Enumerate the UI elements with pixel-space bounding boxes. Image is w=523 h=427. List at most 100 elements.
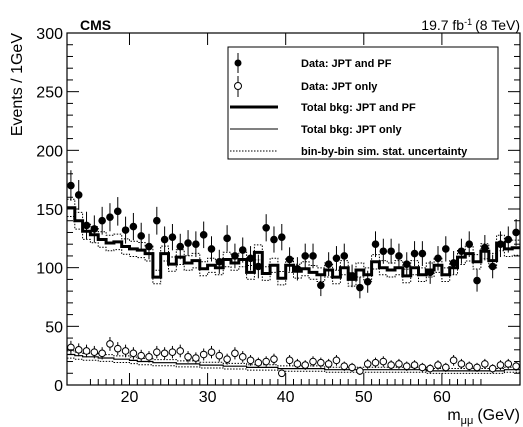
y-tick-label: 100 (36, 261, 63, 278)
data-jpt-only-point-marker (74, 346, 83, 354)
data-jpt-and-pf-point (254, 254, 263, 279)
data-jpt-and-pf-point-marker (309, 252, 317, 260)
data-jpt-only-point-marker (402, 362, 411, 371)
uncertainty-band-line (67, 198, 520, 274)
data-jpt-only-point-marker (356, 367, 364, 375)
data-jpt-and-pf-point-marker (215, 258, 224, 266)
data-jpt-and-pf-point-marker (356, 283, 364, 292)
data-jpt-only-point (153, 345, 161, 359)
data-jpt-and-pf-point (74, 179, 83, 210)
data-jpt-only-point (262, 356, 270, 367)
data-jpt-and-pf-point-marker (332, 254, 341, 263)
data-jpt-only-point (395, 358, 403, 369)
data-jpt-only-point-marker (434, 361, 442, 369)
data-jpt-only-point-marker (223, 355, 231, 363)
data-jpt-only-point (488, 364, 497, 373)
data-jpt-and-pf-point (317, 274, 325, 297)
data-jpt-only-point-marker (379, 357, 388, 366)
y-tick-label: 0 (54, 378, 63, 395)
data-jpt-only-point-marker (262, 357, 270, 366)
data-jpt-and-pf-point-marker (98, 216, 106, 225)
data-jpt-and-pf-point-marker (254, 262, 263, 271)
data-jpt-only-point-marker (137, 351, 145, 360)
data-jpt-and-pf-point-marker (238, 246, 247, 254)
data-jpt-only-point-marker (90, 348, 99, 356)
data-jpt-and-pf-point (145, 233, 153, 260)
data-jpt-only-point (82, 344, 91, 358)
data-jpt-only-point-marker (504, 360, 513, 368)
data-jpt-only-point (371, 357, 380, 368)
data-jpt-only-point (496, 360, 505, 370)
data-jpt-only-point-marker (168, 348, 177, 356)
data-jpt-only-point (223, 353, 231, 365)
data-jpt-and-pf-point (457, 238, 466, 264)
data-jpt-only-point (238, 351, 247, 363)
data-jpt-and-pf-point-marker (293, 265, 302, 273)
data-jpt-only-point (481, 358, 489, 369)
legend-label-data-jpt: Data: JPT only (301, 81, 378, 93)
data-points-group (67, 170, 520, 378)
data-jpt-and-pf-point-marker (121, 226, 130, 234)
data-jpt-and-pf-point (434, 246, 442, 271)
data-jpt-and-pf-point (207, 236, 216, 262)
data-jpt-only-point (98, 347, 106, 360)
data-jpt-only-point-marker (371, 358, 380, 367)
legend-label-uncertainty: bin-by-bin sim. stat. uncertainty (301, 146, 468, 158)
data-jpt-only-point (192, 352, 200, 364)
data-jpt-and-pf-point-marker (90, 225, 99, 233)
data-jpt-and-pf-point (82, 211, 91, 240)
data-jpt-and-pf-point (129, 212, 138, 241)
luminosity-label: 19.7 fb-1 (8 TeV) (421, 17, 520, 33)
data-jpt-and-pf-point (496, 231, 505, 258)
axes-group: 20 30 40 50 60 0 50 100 150 200 250 300 (36, 26, 520, 406)
data-jpt-and-pf-point-marker (82, 221, 91, 230)
data-jpt-only-point (207, 345, 216, 359)
data-jpt-only-point (434, 360, 442, 370)
data-jpt-and-pf-point-marker (418, 249, 427, 258)
data-jpt-and-pf-point-marker (176, 242, 185, 251)
data-jpt-only-point (457, 358, 466, 369)
data-jpt-and-pf-point-marker (442, 245, 450, 253)
data-jpt-only-point-marker (67, 343, 75, 352)
data-jpt-and-pf-point-marker (231, 252, 239, 260)
data-jpt-only-point (473, 362, 481, 372)
data-jpt-only-point-marker (106, 340, 114, 348)
data-jpt-only-point-marker (285, 356, 294, 365)
data-jpt-and-pf-point-marker (340, 252, 349, 260)
experiment-label: CMS (80, 17, 111, 33)
data-jpt-only-point (418, 362, 427, 372)
y-tick-label: 150 (36, 202, 63, 219)
data-jpt-and-pf-point (238, 237, 247, 263)
data-jpt-and-pf-point (223, 225, 231, 252)
data-jpt-only-point-marker (317, 358, 325, 367)
data-jpt-and-pf-point-marker (488, 262, 497, 271)
data-jpt-only-point-marker (512, 362, 520, 371)
data-jpt-only-point (348, 362, 356, 372)
data-jpt-only-point (90, 345, 99, 359)
data-jpt-and-pf-point-marker (270, 235, 278, 244)
data-jpt-and-pf-point-marker (387, 247, 395, 256)
y-axis-label: Events / 1GeV (9, 33, 26, 136)
data-jpt-and-pf-point (379, 238, 388, 264)
data-jpt-only-point-marker (121, 347, 130, 355)
data-jpt-only-point-marker (426, 364, 434, 373)
data-jpt-only-point (410, 360, 419, 370)
data-jpt-and-pf-point (371, 231, 380, 258)
data-jpt-only-point (106, 336, 114, 351)
legend: Data: JPT and PF Data: JPT only Total bk… (227, 46, 499, 160)
data-jpt-and-pf-point (90, 215, 99, 243)
x-tick-label: 20 (121, 389, 139, 406)
data-jpt-only-point (426, 364, 434, 373)
data-jpt-and-pf-point-marker (207, 245, 216, 253)
data-jpt-and-pf-point-marker (317, 281, 325, 290)
data-jpt-only-point (145, 351, 153, 363)
data-jpt-only-point-marker (387, 361, 395, 369)
data-jpt-and-pf-point-marker (285, 255, 294, 264)
y-tick-label: 200 (36, 143, 63, 160)
data-jpt-and-pf-point-marker (481, 243, 489, 252)
data-jpt-only-point-marker (254, 358, 263, 367)
data-jpt-and-pf-point-marker (324, 260, 333, 268)
x-tick-label: 40 (277, 389, 295, 406)
data-jpt-and-pf-point (442, 236, 450, 262)
data-jpt-only-point-marker (176, 347, 185, 355)
